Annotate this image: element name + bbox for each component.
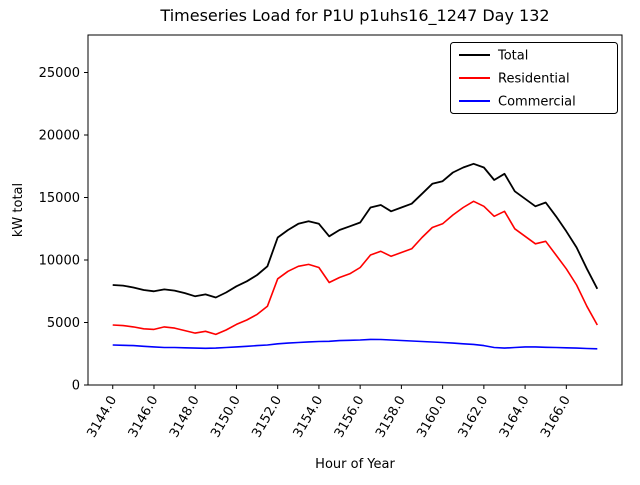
tick-label: 3164.0 [497,394,533,441]
series-line-commercial [112,338,598,350]
tick-label: 20000 [39,129,80,144]
chart-title: Timeseries Load for P1U p1uhs16_1247 Day… [159,6,549,26]
legend-entry-commercial: Commercial [459,95,576,110]
tick-label: 3144.0 [84,394,120,441]
tick-label: 10000 [39,254,80,269]
y-axis-label: kW total [11,183,26,237]
legend-entry-residential: Residential [459,72,570,87]
series-lines [112,162,599,350]
tick-label: 3158.0 [373,394,409,441]
tick-label: 3154.0 [291,394,327,441]
tick-label: 3152.0 [249,394,285,441]
axes-border [87,34,623,386]
tick-label: 3160.0 [414,394,450,441]
x-axis-label: Hour of Year [315,457,395,472]
series-line-total [112,162,599,299]
tick-label: 15000 [39,191,80,206]
series-line-residential [112,200,598,336]
legend-label-total: Total [497,49,528,64]
tick-label: 3156.0 [332,394,368,441]
tick-label: 5000 [47,316,80,331]
tick-label: 3150.0 [208,394,244,441]
tick-label: 3162.0 [456,393,492,440]
tick-label: 0 [72,379,80,394]
legend-box [450,42,618,114]
legend: Total Residential Commercial [450,42,618,114]
tick-label: 3166.0 [538,394,574,441]
legend-entry-total: Total [459,49,528,64]
tick-label: 3146.0 [126,394,162,441]
legend-label-commercial: Commercial [498,95,576,110]
tick-label: 3148.0 [167,394,203,441]
tick-label: 25000 [39,66,80,81]
legend-label-residential: Residential [498,72,570,87]
